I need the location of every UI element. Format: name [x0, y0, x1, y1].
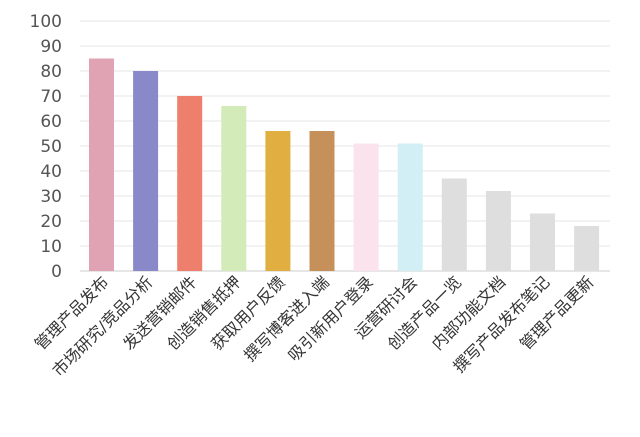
bar: [265, 131, 291, 271]
y-tick-label: 30: [40, 187, 62, 207]
bar: [574, 226, 600, 271]
y-tick-label: 50: [40, 137, 62, 157]
bar: [89, 58, 114, 271]
y-tick-label: 20: [40, 212, 62, 232]
bar: [309, 131, 335, 271]
bar: [530, 213, 555, 271]
y-tick-label: 40: [40, 162, 62, 182]
bars: [89, 58, 600, 271]
y-axis-ticks: 0 10 20 30 40 50 60 70 80 90 100: [30, 12, 62, 282]
bar: [397, 143, 423, 271]
y-tick-label: 0: [51, 262, 62, 282]
bar: [177, 96, 203, 271]
y-tick-label: 70: [40, 87, 62, 107]
y-tick-label: 90: [40, 37, 62, 57]
bar: [441, 178, 467, 271]
x-axis-labels: 管理产品发布市场研究/竞品分析发送营销邮件创造销售抵押获取用户反馈撰写博客进入端…: [31, 272, 597, 380]
bar: [353, 143, 379, 271]
bar: [221, 106, 247, 271]
bar: [485, 191, 511, 271]
y-tick-label: 80: [40, 62, 62, 82]
y-tick-label: 100: [30, 12, 62, 32]
y-tick-label: 10: [40, 237, 62, 257]
y-tick-label: 60: [40, 112, 62, 132]
bar: [133, 71, 159, 271]
gridlines: [80, 20, 610, 272]
